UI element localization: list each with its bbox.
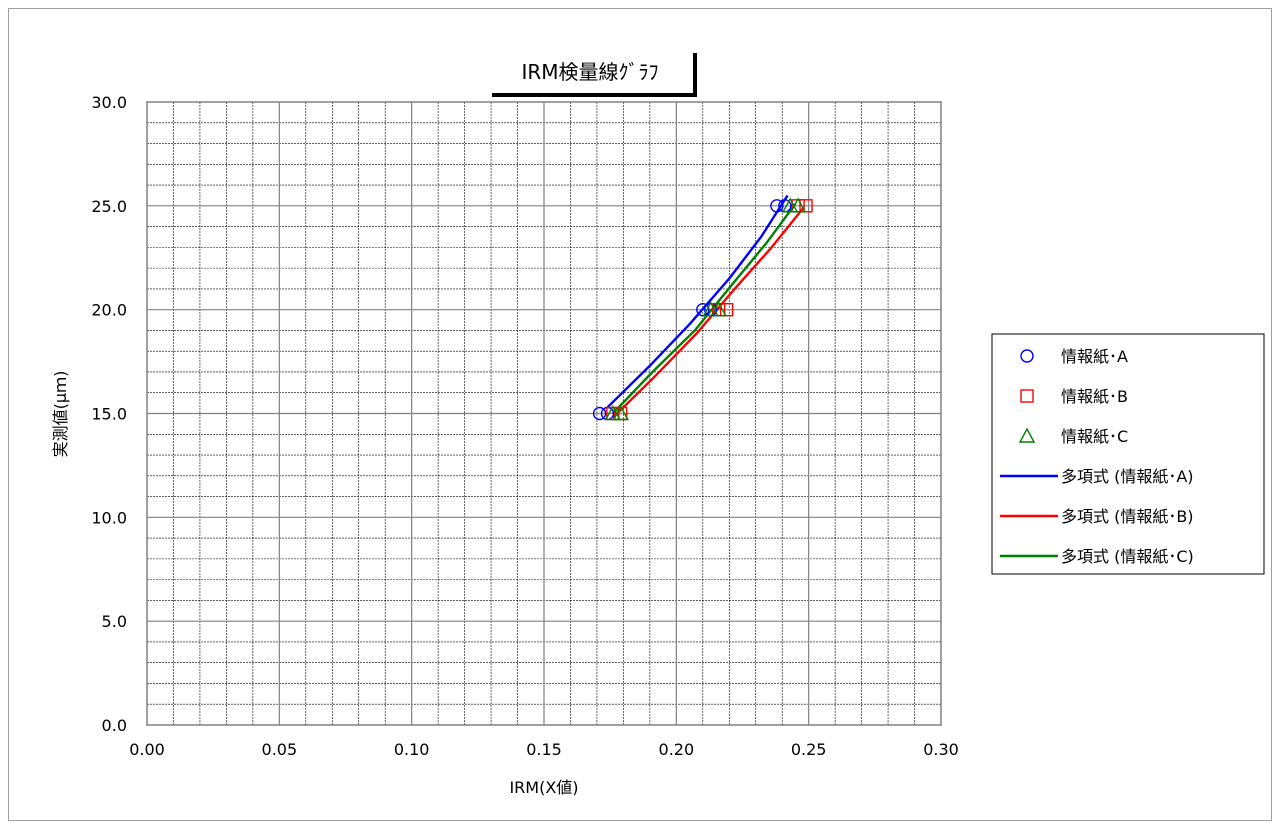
x-tick-label: 0.00: [129, 740, 165, 759]
y-tick-label: 30.0: [91, 93, 127, 112]
data-point-triangle: [710, 301, 727, 317]
data-point-triangle: [781, 197, 799, 213]
legend: 情報紙･A 情報紙･B 情報紙･C 多項式 (情報紙･A) 多項式 (情報紙･B) 多項式…: [991, 333, 1265, 575]
data-point-square: [719, 302, 734, 317]
chart-title-box: [488, 49, 693, 93]
x-tick-labels: 0.00 0.05 0.10 0.15 0.20 0.25 0.30: [129, 740, 959, 759]
grid-major: [147, 102, 941, 725]
y-tick-labels: 0.0 5.0 10.0 15.0 20.0 25.0 30.0: [91, 93, 127, 735]
trendline: [606, 194, 789, 409]
legend-label: 情報紙･A: [1061, 347, 1128, 366]
y-tick-label: 15.0: [91, 405, 127, 424]
data-point-circle: [770, 199, 784, 213]
chart-title-group: IRM検量線ｸﾞﾗﾌ: [488, 49, 697, 97]
markers: [592, 197, 813, 421]
chart-svg: IRM検量線ｸﾞﾗﾌ 0.00 0.05 0.10 0.15 0.20 0.25 0.30 …: [51, 49, 1265, 797]
x-tick-label: 0.25: [791, 740, 827, 759]
y-tick-label: 10.0: [91, 508, 127, 527]
data-point-circle: [592, 406, 607, 421]
legend-label: 多項式 (情報紙･B): [1061, 507, 1194, 526]
legend-label: 多項式 (情報紙･A): [1061, 467, 1194, 486]
x-axis-title: IRM(X値): [509, 778, 578, 797]
x-tick-label: 0.20: [659, 740, 695, 759]
data-point-square: [1020, 389, 1034, 403]
data-point-circle: [1020, 349, 1034, 363]
legend-items: 情報紙･A 情報紙･B 情報紙･C 多項式 (情報紙･A) 多項式 (情報紙･B) 多項式…: [1000, 347, 1194, 566]
data-point-triangle: [789, 197, 807, 213]
legend-label: 多項式 (情報紙･C): [1061, 547, 1194, 566]
y-axis-title: 実測値(μｍ): [51, 371, 70, 458]
plot-border: [146, 101, 942, 726]
data-point-triangle: [1018, 427, 1036, 443]
data-point-square: [799, 199, 813, 213]
x-tick-label: 0.05: [262, 740, 298, 759]
legend-label: 情報紙･C: [1061, 427, 1128, 446]
data-point-triangle: [604, 405, 621, 421]
y-tick-label: 20.0: [91, 301, 127, 320]
x-tick-label: 0.30: [923, 740, 959, 759]
y-tick-label: 5.0: [102, 612, 127, 631]
data-point-triangle: [702, 301, 719, 317]
y-tick-label: 25.0: [91, 197, 127, 216]
legend-label: 情報紙･B: [1061, 387, 1128, 406]
data-point-triangle: [612, 405, 629, 421]
data-point-circle: [696, 302, 710, 317]
chart-frame: IRM検量線ｸﾞﾗﾌ 0.00 0.05 0.10 0.15 0.20 0.25 0.30 …: [8, 8, 1272, 821]
legend-box: [991, 333, 1265, 575]
x-tick-label: 0.10: [394, 740, 430, 759]
y-tick-label: 0.0: [102, 716, 127, 735]
x-tick-label: 0.15: [526, 740, 562, 759]
chart-title: IRM検量線ｸﾞﾗﾌ: [521, 60, 658, 84]
